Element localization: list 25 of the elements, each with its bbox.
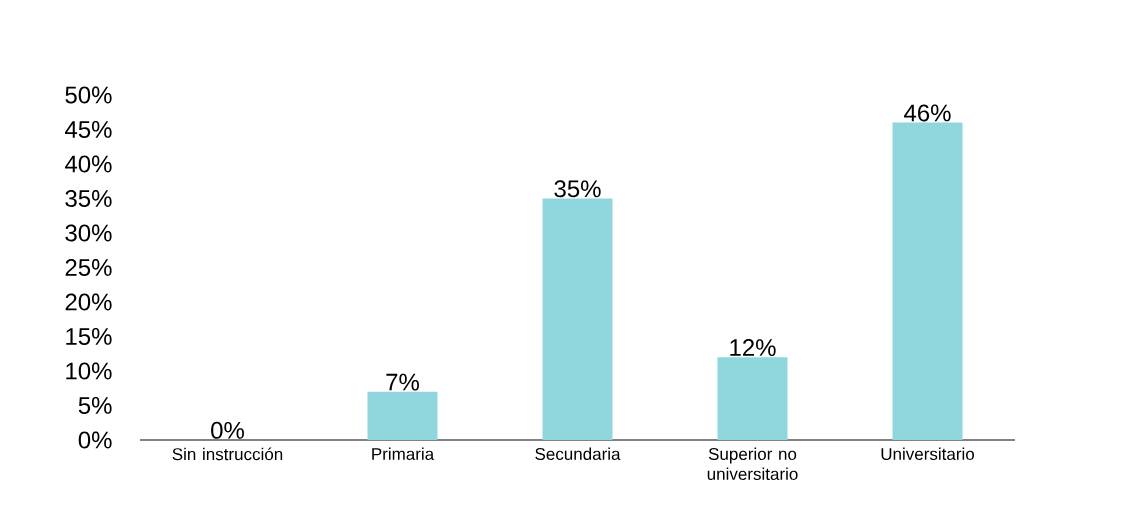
data-label: 0% — [211, 421, 244, 439]
data-label: 12% — [730, 339, 776, 356]
y-tick-label: 5% — [78, 397, 112, 414]
y-tick-label: 0% — [78, 431, 112, 449]
bar — [717, 357, 788, 440]
x-tick-label: Sin instrucción — [172, 447, 283, 461]
y-tick-label: 50% — [65, 86, 112, 104]
bar — [892, 122, 963, 440]
y-tick-label: 30% — [65, 224, 112, 242]
data-label: 7% — [386, 373, 419, 391]
bar — [542, 198, 613, 440]
y-tick-label: 35% — [65, 190, 112, 207]
y-tick-label: 25% — [65, 259, 112, 276]
y-tick-label: 15% — [66, 328, 112, 345]
y-tick-label: 20% — [65, 293, 112, 311]
y-tick-label: 40% — [64, 155, 112, 173]
x-tick-label: Superior no universitario — [707, 447, 798, 481]
y-tick-label: 10% — [66, 362, 112, 380]
data-label: 46% — [904, 104, 951, 122]
y-tick-label: 45% — [64, 121, 112, 138]
data-label: 35% — [554, 180, 601, 198]
x-tick-label: Primaria — [372, 447, 435, 461]
x-tick-label: Secundaria — [535, 447, 621, 461]
bar — [367, 391, 438, 440]
x-tick-label: Universitario — [881, 447, 975, 461]
